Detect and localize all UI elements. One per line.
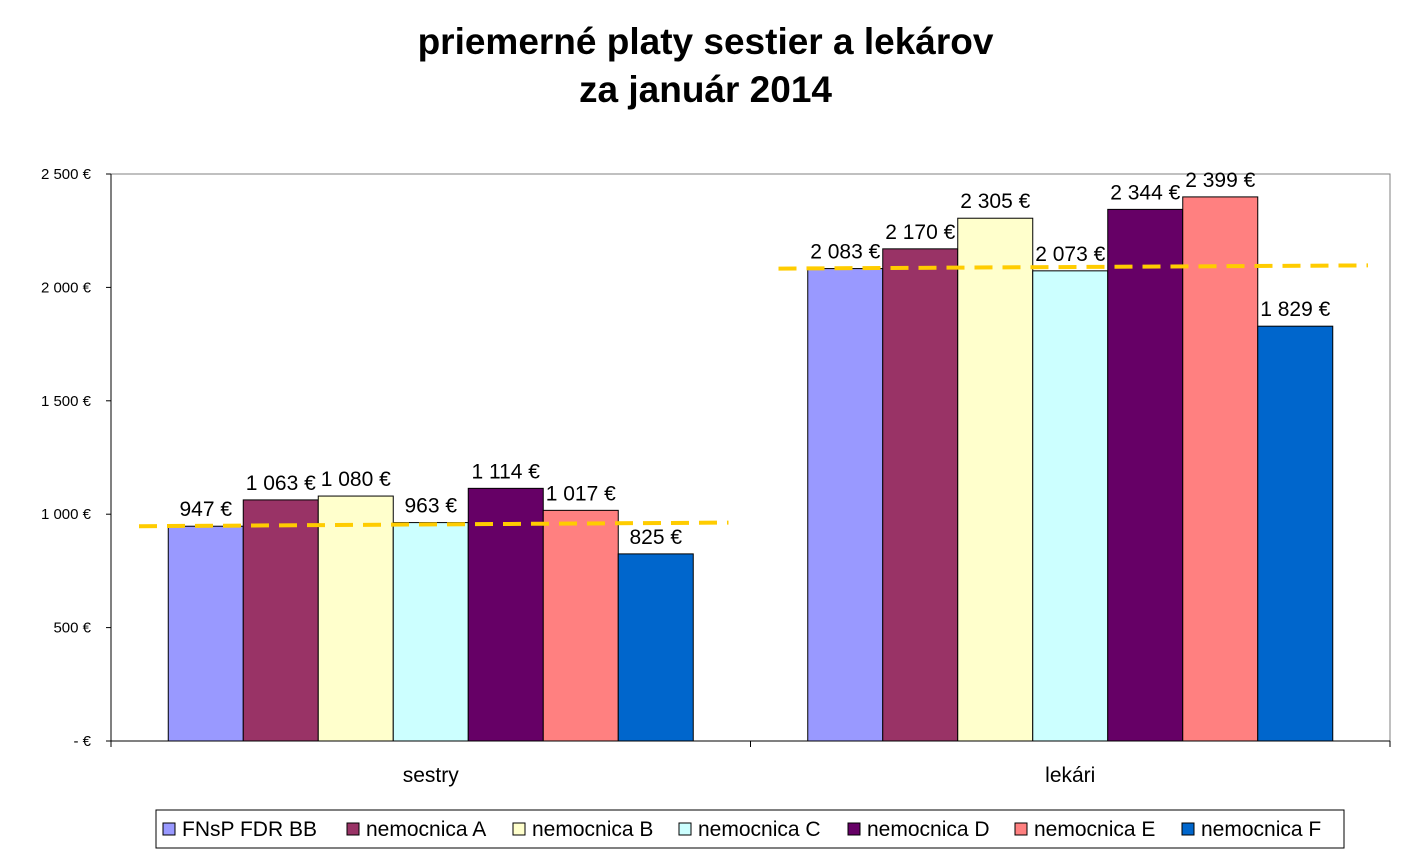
y-tick-label: - € bbox=[73, 733, 91, 750]
legend-swatch bbox=[512, 822, 526, 836]
y-tick-label: 2 500 € bbox=[41, 166, 92, 183]
data-label: 2 305 € bbox=[960, 190, 1030, 213]
data-label: 1 017 € bbox=[546, 482, 616, 505]
legend-label: nemocnica D bbox=[867, 818, 990, 841]
x-category-label: lekári bbox=[1045, 764, 1095, 787]
legend-label: nemocnica F bbox=[1201, 818, 1321, 841]
y-tick-label: 1 000 € bbox=[41, 506, 92, 523]
bar bbox=[242, 499, 319, 742]
data-label: 825 € bbox=[629, 526, 682, 549]
data-label: 963 € bbox=[404, 495, 457, 518]
data-label: 1 114 € bbox=[471, 460, 540, 483]
bar bbox=[957, 217, 1034, 742]
data-label: 2 073 € bbox=[1035, 243, 1105, 266]
bar bbox=[317, 495, 394, 742]
chart-title-line-2: za január 2014 bbox=[579, 69, 832, 110]
bar bbox=[392, 522, 469, 742]
y-tick-label: 500 € bbox=[53, 620, 91, 637]
bar bbox=[882, 248, 959, 742]
trend-line bbox=[778, 263, 1369, 271]
data-label: 947 € bbox=[179, 498, 232, 521]
bar bbox=[1032, 270, 1109, 742]
legend-label: nemocnica E bbox=[1034, 818, 1155, 841]
chart-title: priemerné platy sestier a lekárov za jan… bbox=[0, 18, 1411, 114]
bar bbox=[807, 268, 884, 742]
data-label: 1 080 € bbox=[321, 468, 391, 491]
trend-line bbox=[138, 520, 729, 529]
x-category-label: sestry bbox=[403, 764, 460, 787]
data-label: 1 063 € bbox=[246, 472, 316, 495]
data-label: 2 344 € bbox=[1110, 181, 1180, 204]
legend-label: FNsP FDR BB bbox=[182, 818, 317, 841]
data-label: 2 083 € bbox=[810, 241, 880, 264]
bar bbox=[1257, 325, 1334, 742]
bar bbox=[1107, 208, 1184, 742]
legend-label: nemocnica A bbox=[366, 818, 486, 841]
legend-swatch bbox=[346, 822, 360, 836]
data-label: 2 399 € bbox=[1185, 169, 1255, 192]
chart-title-line-1: priemerné platy sestier a lekárov bbox=[417, 21, 994, 62]
y-tick-label: 2 000 € bbox=[41, 279, 92, 296]
legend-swatch bbox=[847, 822, 861, 836]
legend-swatch bbox=[678, 822, 692, 836]
bar bbox=[542, 509, 619, 742]
data-label: 2 170 € bbox=[885, 221, 955, 244]
legend-label: nemocnica C bbox=[698, 818, 821, 841]
bar bbox=[167, 525, 244, 742]
legend-swatch bbox=[1181, 822, 1195, 836]
bar bbox=[467, 487, 544, 742]
y-tick-label: 1 500 € bbox=[41, 393, 92, 410]
data-label: 1 829 € bbox=[1260, 298, 1330, 321]
bar bbox=[617, 553, 694, 742]
legend-swatch bbox=[162, 822, 176, 836]
legend-label: nemocnica B bbox=[532, 818, 653, 841]
bar bbox=[1182, 196, 1259, 742]
legend-swatch bbox=[1014, 822, 1028, 836]
